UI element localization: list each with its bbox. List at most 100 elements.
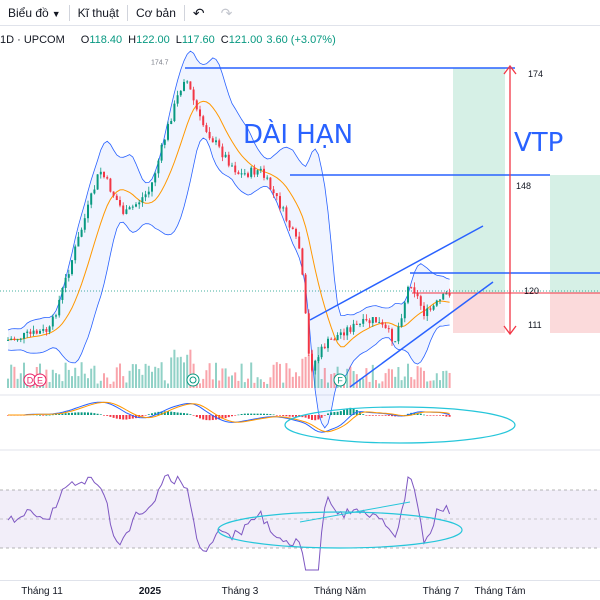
macd-bar (365, 415, 368, 416)
candle-body (186, 81, 189, 83)
candle-body (218, 140, 221, 147)
symbol-label[interactable]: 1D · UPCOM (0, 34, 65, 46)
long-term-annotation[interactable]: DÀI HẠN (243, 120, 354, 150)
macd-bar (42, 415, 45, 416)
macd-bar (183, 413, 185, 415)
high-key: H (128, 34, 137, 46)
macd-bar (333, 412, 336, 415)
volume-bar (400, 380, 403, 388)
candle-body (189, 81, 192, 90)
rsi-trendline[interactable] (299, 501, 411, 523)
macd-bar (163, 411, 166, 415)
loss-zone (453, 293, 505, 333)
undo-icon[interactable]: ↶ (192, 4, 205, 21)
event-marker-e[interactable]: E (33, 373, 47, 387)
volume-bar (202, 378, 205, 388)
macd-bar (387, 415, 390, 416)
high-value: 122.00 (136, 34, 170, 46)
candle-body (371, 317, 374, 324)
volume-bar (435, 373, 438, 388)
volume-bar (403, 376, 406, 388)
macd-bar (263, 413, 265, 415)
candle-body (407, 286, 409, 303)
candle-body (288, 220, 291, 228)
volume-bar (423, 370, 425, 388)
macd-bar (272, 414, 275, 416)
time-label: Tháng 11 (21, 586, 63, 597)
volume-bar (432, 380, 435, 388)
volume-bar (7, 378, 9, 388)
candle-body (304, 274, 307, 314)
candle-body (119, 200, 121, 206)
volume-bar (269, 377, 272, 388)
fundamental-label: Cơ bản (136, 5, 176, 20)
candle-body (394, 341, 397, 343)
candle-body (215, 140, 217, 143)
candle-body (23, 332, 25, 339)
candle-body (317, 357, 320, 361)
candle-body (387, 328, 390, 330)
candle-body (231, 165, 233, 167)
bollinger-upper-band (7, 50, 450, 331)
time-axis[interactable]: Tháng 11 2025 Tháng 3 Tháng Năm Tháng 7 … (0, 580, 600, 600)
candle-body (42, 329, 45, 331)
candle-body (80, 229, 83, 237)
candle-body (224, 154, 227, 158)
macd-bar (39, 414, 41, 416)
candle-body (106, 177, 109, 179)
profit-zone-2 (550, 175, 600, 293)
technical-tab[interactable]: Kĩ thuật (70, 0, 127, 26)
rsi-highlight-ellipse[interactable] (217, 511, 463, 549)
candle-body (311, 353, 313, 371)
volume-bar (151, 371, 153, 388)
candle-body (410, 286, 413, 288)
volume-bar (224, 368, 227, 388)
candle-body (138, 202, 141, 205)
candle-body (320, 346, 323, 358)
volume-bar (147, 365, 150, 388)
macd-bar (234, 415, 237, 416)
candle-body (125, 209, 128, 214)
wedge-lower-trendline[interactable] (349, 281, 494, 388)
macd-bar (391, 415, 393, 417)
technical-label: Kĩ thuật (77, 5, 119, 20)
dividend-icon[interactable] (186, 373, 200, 387)
chart-canvas[interactable]: D E F (0, 0, 600, 580)
volume-bar (208, 363, 211, 388)
candle-body (349, 327, 352, 332)
volume-bar (90, 368, 93, 388)
candlesticks (7, 79, 451, 375)
macd-bar (282, 415, 285, 416)
candle-body (400, 318, 403, 327)
ticker-annotation[interactable]: VTP (514, 128, 564, 158)
chart-menu-button[interactable]: Biểu đồ ▼ (0, 0, 69, 26)
volume-bar (115, 367, 118, 388)
volume-bar (189, 349, 192, 388)
candle-body (51, 316, 54, 327)
candle-body (13, 338, 16, 340)
moving-average-line (7, 100, 450, 348)
volume-bar (48, 382, 51, 388)
candle-body (243, 173, 246, 175)
event-marker-f[interactable]: F (333, 373, 347, 387)
candle-body (327, 338, 329, 349)
volume-bar (253, 382, 256, 388)
macd-bar (243, 413, 246, 415)
toolbar-divider (68, 4, 70, 21)
candle-body (157, 160, 160, 174)
volume-bar (51, 369, 54, 388)
macd-bar (144, 415, 147, 416)
macd-bar (109, 415, 112, 417)
wedge-upper-trendline[interactable] (309, 225, 484, 321)
fundamental-tab[interactable]: Cơ bản (128, 0, 184, 26)
candle-body (445, 293, 448, 295)
macd-bar (279, 415, 281, 416)
macd-highlight-ellipse[interactable] (284, 406, 516, 444)
macd-bar (176, 412, 179, 415)
candle-body (67, 274, 70, 278)
macd-bar (45, 414, 48, 416)
redo-icon[interactable]: ↷ (220, 4, 233, 21)
candle-body (285, 207, 288, 221)
candle-body (295, 228, 297, 237)
macd-bar (99, 414, 102, 415)
